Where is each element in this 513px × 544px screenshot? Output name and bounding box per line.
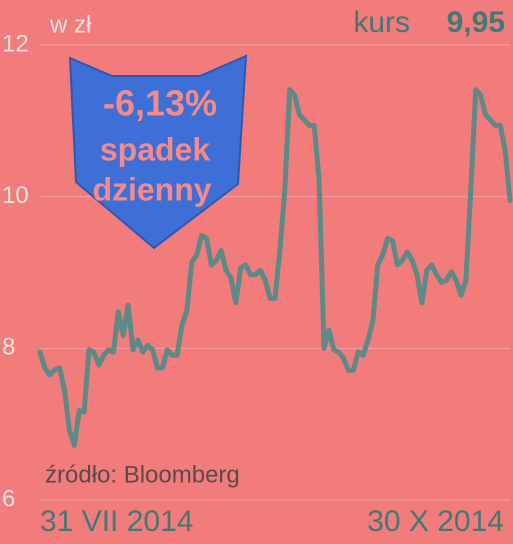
- callout-line: spadek: [100, 131, 210, 167]
- y-tick-label: 10: [2, 182, 29, 209]
- source: źródło: Bloomberg: [45, 461, 240, 488]
- y-tick-label: 6: [2, 485, 15, 512]
- current-label: kurs: [353, 6, 410, 39]
- y-tick-label: 8: [2, 334, 15, 361]
- price-line: [37, 87, 513, 448]
- callout-line: dzienny: [92, 171, 211, 207]
- y-tick-label: 12: [2, 30, 29, 57]
- x-tick-label: 31 VII 2014: [40, 505, 193, 538]
- unit-label: w zł: [49, 11, 92, 38]
- callout-arrow: [68, 54, 248, 250]
- callout-change: -6,13%: [103, 83, 217, 124]
- current-value: 9,95: [447, 6, 505, 39]
- x-tick-label: 30 X 2014: [367, 505, 504, 538]
